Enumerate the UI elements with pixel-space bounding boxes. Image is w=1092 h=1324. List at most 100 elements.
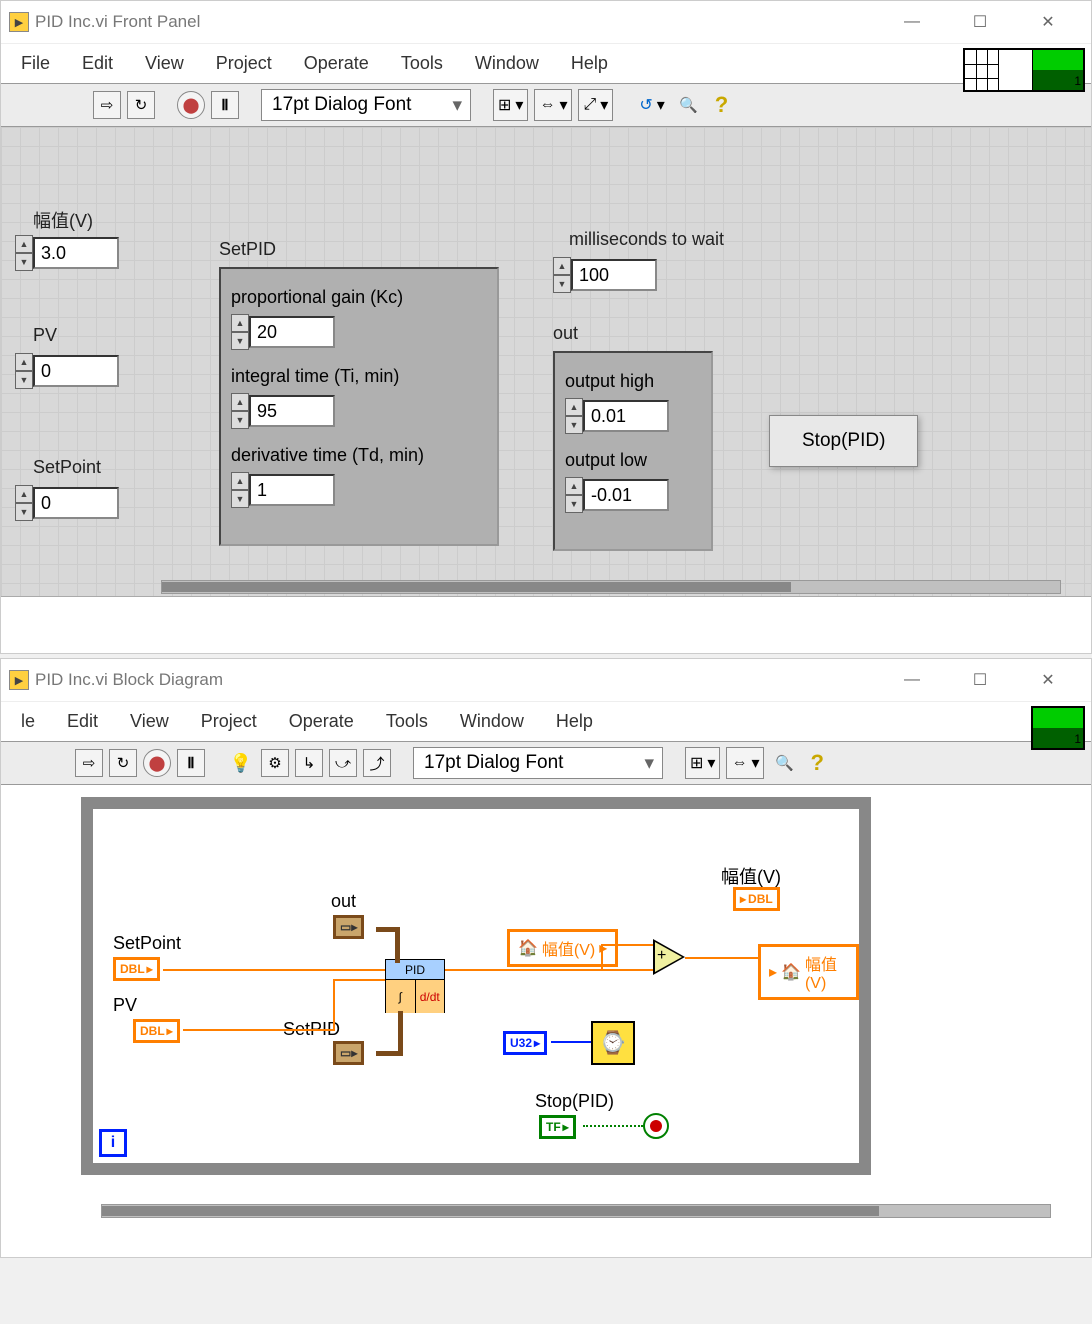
bd-font-select[interactable]: 17pt Dialog Font [413, 747, 663, 779]
minimize-button[interactable]: ― [897, 7, 927, 37]
menu-operate[interactable]: Operate [288, 47, 385, 80]
td-spinner[interactable]: ▲▼ [231, 472, 249, 508]
amplitude-spinner[interactable]: ▲▼ [15, 235, 33, 271]
out-high-value[interactable]: 0.01 [583, 400, 669, 432]
menu-file[interactable]: le [5, 705, 51, 738]
menu-window[interactable]: Window [444, 705, 540, 738]
pause-button[interactable]: Ⅱ [211, 91, 239, 119]
amplitude-value[interactable]: 3.0 [33, 237, 119, 269]
ti-value[interactable]: 95 [249, 395, 335, 427]
font-select[interactable]: 17pt Dialog Font [261, 89, 471, 121]
menu-window[interactable]: Window [459, 47, 555, 80]
run-button[interactable]: ⇨ [93, 91, 121, 119]
menu-file[interactable]: File [5, 47, 66, 80]
loop-iteration-terminal[interactable]: i [99, 1129, 127, 1157]
mswait-value[interactable]: 100 [571, 259, 657, 291]
ti-spinner[interactable]: ▲▼ [231, 393, 249, 429]
bd-align-tool[interactable]: ⊞▾ [685, 747, 720, 779]
bd-h-scrollbar[interactable] [101, 1204, 1051, 1218]
pv-terminal[interactable]: DBL▸ [133, 1019, 180, 1043]
block-diagram-area[interactable]: SetPoint DBL▸ PV DBL▸ SetPID ▭▸ out ▭▸ P… [1, 785, 1091, 1220]
reorder-tool[interactable]: ↺▾ [635, 89, 668, 121]
h-scrollbar[interactable] [161, 580, 1061, 594]
pv-value[interactable]: 0 [33, 355, 119, 387]
pv-spinner[interactable]: ▲▼ [15, 353, 33, 389]
abort-button[interactable]: ⬤ [143, 749, 171, 777]
wire-setpid-v [398, 1011, 403, 1056]
stop-terminal[interactable]: TF▸ [539, 1115, 576, 1139]
step-over-button[interactable]: ⤻ [329, 749, 357, 777]
distribute-tool[interactable]: ⇔▾ [534, 89, 572, 121]
setpid-cluster[interactable]: proportional gain (Kc) ▲▼ 20 integral ti… [219, 267, 499, 546]
highlight-exec-button[interactable]: 💡 [227, 749, 255, 777]
loop-stop-condition[interactable] [643, 1113, 669, 1139]
amplitude-control[interactable]: ▲▼ 3.0 [15, 235, 119, 271]
kc-spinner[interactable]: ▲▼ [231, 314, 249, 350]
menu-operate[interactable]: Operate [273, 705, 370, 738]
close-button[interactable]: ✕ [1033, 665, 1063, 695]
wire-pid-out [445, 969, 655, 971]
setpoint-label: SetPoint [33, 457, 101, 478]
bd-connector-pane[interactable]: 1 [1031, 706, 1085, 750]
block-diagram-window: PID Inc.vi Block Diagram ― ☐ ✕ le Edit V… [0, 658, 1092, 1258]
connector-pane[interactable]: 1 [963, 48, 1085, 92]
help-button[interactable]: ? [709, 92, 734, 118]
wire-local-v [601, 944, 603, 970]
close-button[interactable]: ✕ [1033, 7, 1063, 37]
menu-help[interactable]: Help [555, 47, 624, 80]
menu-edit[interactable]: Edit [51, 705, 114, 738]
out-cluster[interactable]: output high ▲▼ 0.01 output low ▲▼ -0.01 [553, 351, 713, 551]
maximize-button[interactable]: ☐ [965, 7, 995, 37]
while-loop[interactable]: SetPoint DBL▸ PV DBL▸ SetPID ▭▸ out ▭▸ P… [81, 797, 871, 1175]
td-value[interactable]: 1 [249, 474, 335, 506]
run-button[interactable]: ⇨ [75, 749, 103, 777]
maximize-button[interactable]: ☐ [965, 665, 995, 695]
out-term-label: out [331, 891, 356, 912]
menu-project[interactable]: Project [185, 705, 273, 738]
bd-distribute-tool[interactable]: ⇔▾ [726, 747, 764, 779]
front-panel-area[interactable]: 幅值(V) ▲▼ 3.0 PV ▲▼ 0 SetPoint ▲▼ 0 SetPI… [1, 127, 1091, 597]
step-out-button[interactable]: ⤴ [363, 749, 391, 777]
step-into-button[interactable]: ↳ [295, 749, 323, 777]
setpid-terminal[interactable]: ▭▸ [333, 1041, 364, 1065]
amplitude-local-write[interactable]: ▸🏠幅值(V) [758, 944, 859, 1000]
menu-help[interactable]: Help [540, 705, 609, 738]
run-cont-button[interactable]: ↻ [109, 749, 137, 777]
kc-value[interactable]: 20 [249, 316, 335, 348]
out-high-spinner[interactable]: ▲▼ [565, 398, 583, 434]
resize-tool[interactable]: ⤢▾ [578, 89, 613, 121]
amplitude-indicator[interactable]: ▸DBL [733, 887, 780, 911]
minimize-button[interactable]: ― [897, 665, 927, 695]
menu-project[interactable]: Project [200, 47, 288, 80]
mswait-spinner[interactable]: ▲▼ [553, 257, 571, 293]
mswait-control[interactable]: ▲▼ 100 [553, 257, 657, 293]
setpoint-control[interactable]: ▲▼ 0 [15, 485, 119, 521]
stop-pid-button[interactable]: Stop(PID) [769, 415, 918, 467]
stop-term-label: Stop(PID) [535, 1091, 614, 1112]
align-tool[interactable]: ⊞▾ [493, 89, 528, 121]
setpoint-spinner[interactable]: ▲▼ [15, 485, 33, 521]
mswait-terminal[interactable]: U32▸ [503, 1031, 547, 1055]
run-cont-button[interactable]: ↻ [127, 91, 155, 119]
setpoint-value[interactable]: 0 [33, 487, 119, 519]
out-terminal[interactable]: ▭▸ [333, 915, 364, 939]
search-button[interactable]: 🔍 [675, 91, 703, 119]
out-low-value[interactable]: -0.01 [583, 479, 669, 511]
menu-view[interactable]: View [114, 705, 185, 738]
cleanup-button[interactable]: 🔍 [770, 749, 798, 777]
pv-control[interactable]: ▲▼ 0 [15, 353, 119, 389]
menu-tools[interactable]: Tools [385, 47, 459, 80]
retain-wire-button[interactable]: ⚙ [261, 749, 289, 777]
menu-tools[interactable]: Tools [370, 705, 444, 738]
menu-view[interactable]: View [129, 47, 200, 80]
pid-vi[interactable]: PID ∫d/dt [385, 959, 445, 1013]
wait-ms-node[interactable]: ⌚ [591, 1021, 635, 1065]
setpoint-terminal[interactable]: DBL▸ [113, 957, 160, 981]
menu-edit[interactable]: Edit [66, 47, 129, 80]
abort-button[interactable]: ⬤ [177, 91, 205, 119]
bd-help-button[interactable]: ? [804, 750, 829, 776]
pause-button[interactable]: Ⅱ [177, 749, 205, 777]
out-low-spinner[interactable]: ▲▼ [565, 477, 583, 513]
add-node[interactable] [653, 939, 685, 975]
wire-out-v [395, 927, 400, 963]
